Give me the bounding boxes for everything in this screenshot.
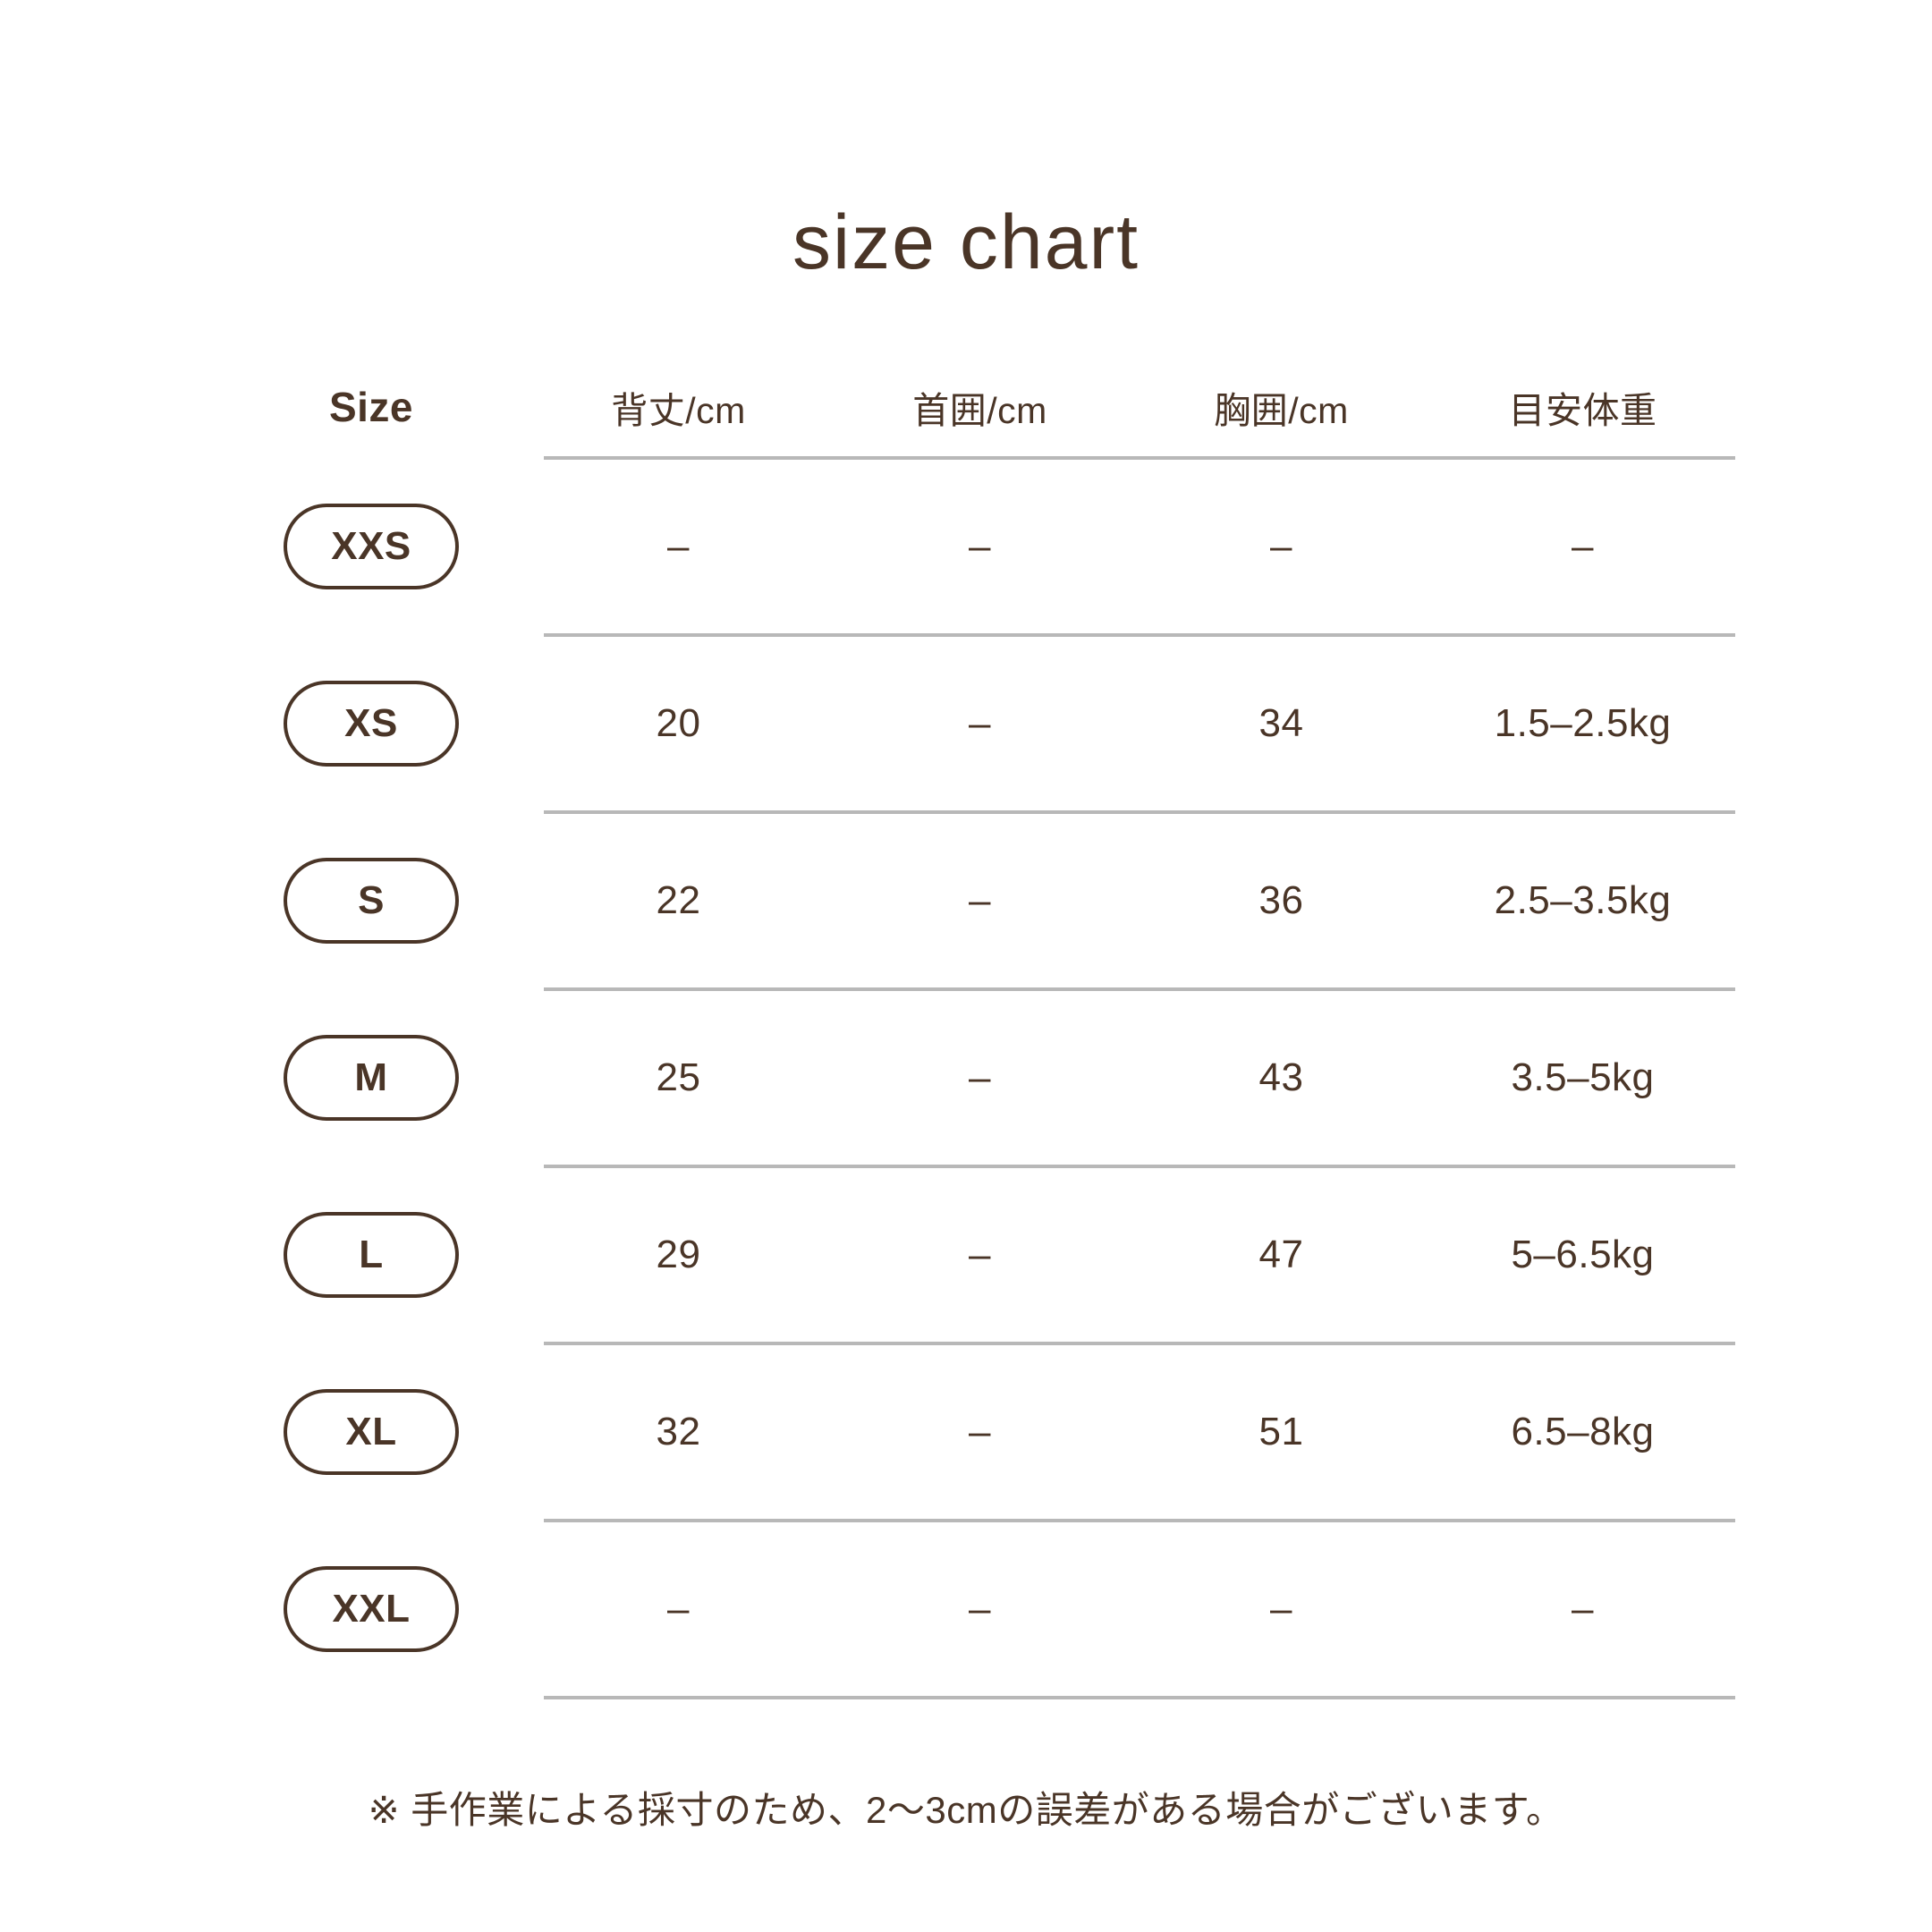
size-cell: S	[215, 858, 528, 944]
cell-back-length: 29	[656, 1233, 701, 1276]
table-rule	[544, 1342, 1735, 1345]
column-header-back-length: 背丈/cm	[611, 390, 746, 431]
cell-weight: –	[1572, 524, 1594, 568]
table-rule	[544, 810, 1735, 814]
table-rule	[544, 1165, 1735, 1168]
column-header-size: Size	[328, 384, 414, 430]
column-header-weight: 目安体重	[1508, 390, 1657, 431]
size-cell: XS	[215, 681, 528, 767]
table-rule	[544, 1696, 1735, 1699]
table-header-row: Size 背丈/cm 首囲/cm 胸囲/cm 目安体重	[215, 358, 1735, 456]
cell-chest-girth: 36	[1258, 878, 1304, 922]
cell-neck-girth: –	[969, 1587, 991, 1631]
table-row: XXS – – – –	[215, 460, 1735, 633]
cell-weight: –	[1572, 1587, 1594, 1631]
column-header-chest-girth: 胸囲/cm	[1214, 390, 1349, 431]
size-badge: XXS	[284, 504, 459, 589]
cell-neck-girth: –	[969, 701, 991, 745]
cell-back-length: 20	[656, 701, 701, 745]
cell-back-length: 22	[656, 878, 701, 922]
table-rule	[544, 1519, 1735, 1522]
size-cell: XL	[215, 1389, 528, 1475]
cell-chest-girth: 43	[1258, 1055, 1304, 1099]
table-row: XXL – – – –	[215, 1522, 1735, 1696]
table-row: L 29 – 47 5–6.5kg	[215, 1168, 1735, 1342]
table-rule	[544, 987, 1735, 991]
size-badge: XS	[284, 681, 459, 767]
cell-neck-girth: –	[969, 524, 991, 568]
size-badge: XL	[284, 1389, 459, 1475]
cell-weight: 2.5–3.5kg	[1494, 878, 1672, 922]
table-row: XS 20 – 34 1.5–2.5kg	[215, 637, 1735, 810]
cell-neck-girth: –	[969, 878, 991, 922]
size-cell: M	[215, 1035, 528, 1121]
size-badge: M	[284, 1035, 459, 1121]
size-badge: S	[284, 858, 459, 944]
cell-weight: 5–6.5kg	[1511, 1233, 1655, 1276]
table-row: XL 32 – 51 6.5–8kg	[215, 1345, 1735, 1519]
cell-neck-girth: –	[969, 1055, 991, 1099]
cell-chest-girth: 47	[1258, 1233, 1304, 1276]
cell-back-length: 25	[656, 1055, 701, 1099]
cell-back-length: –	[667, 1587, 690, 1631]
cell-chest-girth: –	[1270, 1587, 1292, 1631]
cell-back-length: 32	[656, 1410, 701, 1453]
size-cell: XXS	[215, 504, 528, 589]
measurement-disclaimer: ※ 手作業による採寸のため、2〜3cmの誤差がある場合がございます。	[368, 1789, 1564, 1831]
cell-neck-girth: –	[969, 1410, 991, 1453]
size-cell: L	[215, 1212, 528, 1298]
cell-weight: 3.5–5kg	[1511, 1055, 1655, 1099]
cell-neck-girth: –	[969, 1233, 991, 1276]
cell-back-length: –	[667, 524, 690, 568]
page-title: size chart	[792, 199, 1140, 285]
table-rule	[544, 456, 1735, 460]
cell-weight: 6.5–8kg	[1511, 1410, 1655, 1453]
cell-chest-girth: 51	[1258, 1410, 1304, 1453]
cell-chest-girth: 34	[1258, 701, 1304, 745]
column-header-neck-girth: 首囲/cm	[912, 390, 1047, 431]
table-rule	[544, 633, 1735, 637]
size-cell: XXL	[215, 1566, 528, 1652]
size-chart-table: Size 背丈/cm 首囲/cm 胸囲/cm 目安体重 XXS – – – – …	[215, 358, 1735, 1699]
cell-chest-girth: –	[1270, 524, 1292, 568]
cell-weight: 1.5–2.5kg	[1494, 701, 1672, 745]
table-row: S 22 – 36 2.5–3.5kg	[215, 814, 1735, 987]
size-badge: L	[284, 1212, 459, 1298]
size-badge: XXL	[284, 1566, 459, 1652]
table-row: M 25 – 43 3.5–5kg	[215, 991, 1735, 1165]
